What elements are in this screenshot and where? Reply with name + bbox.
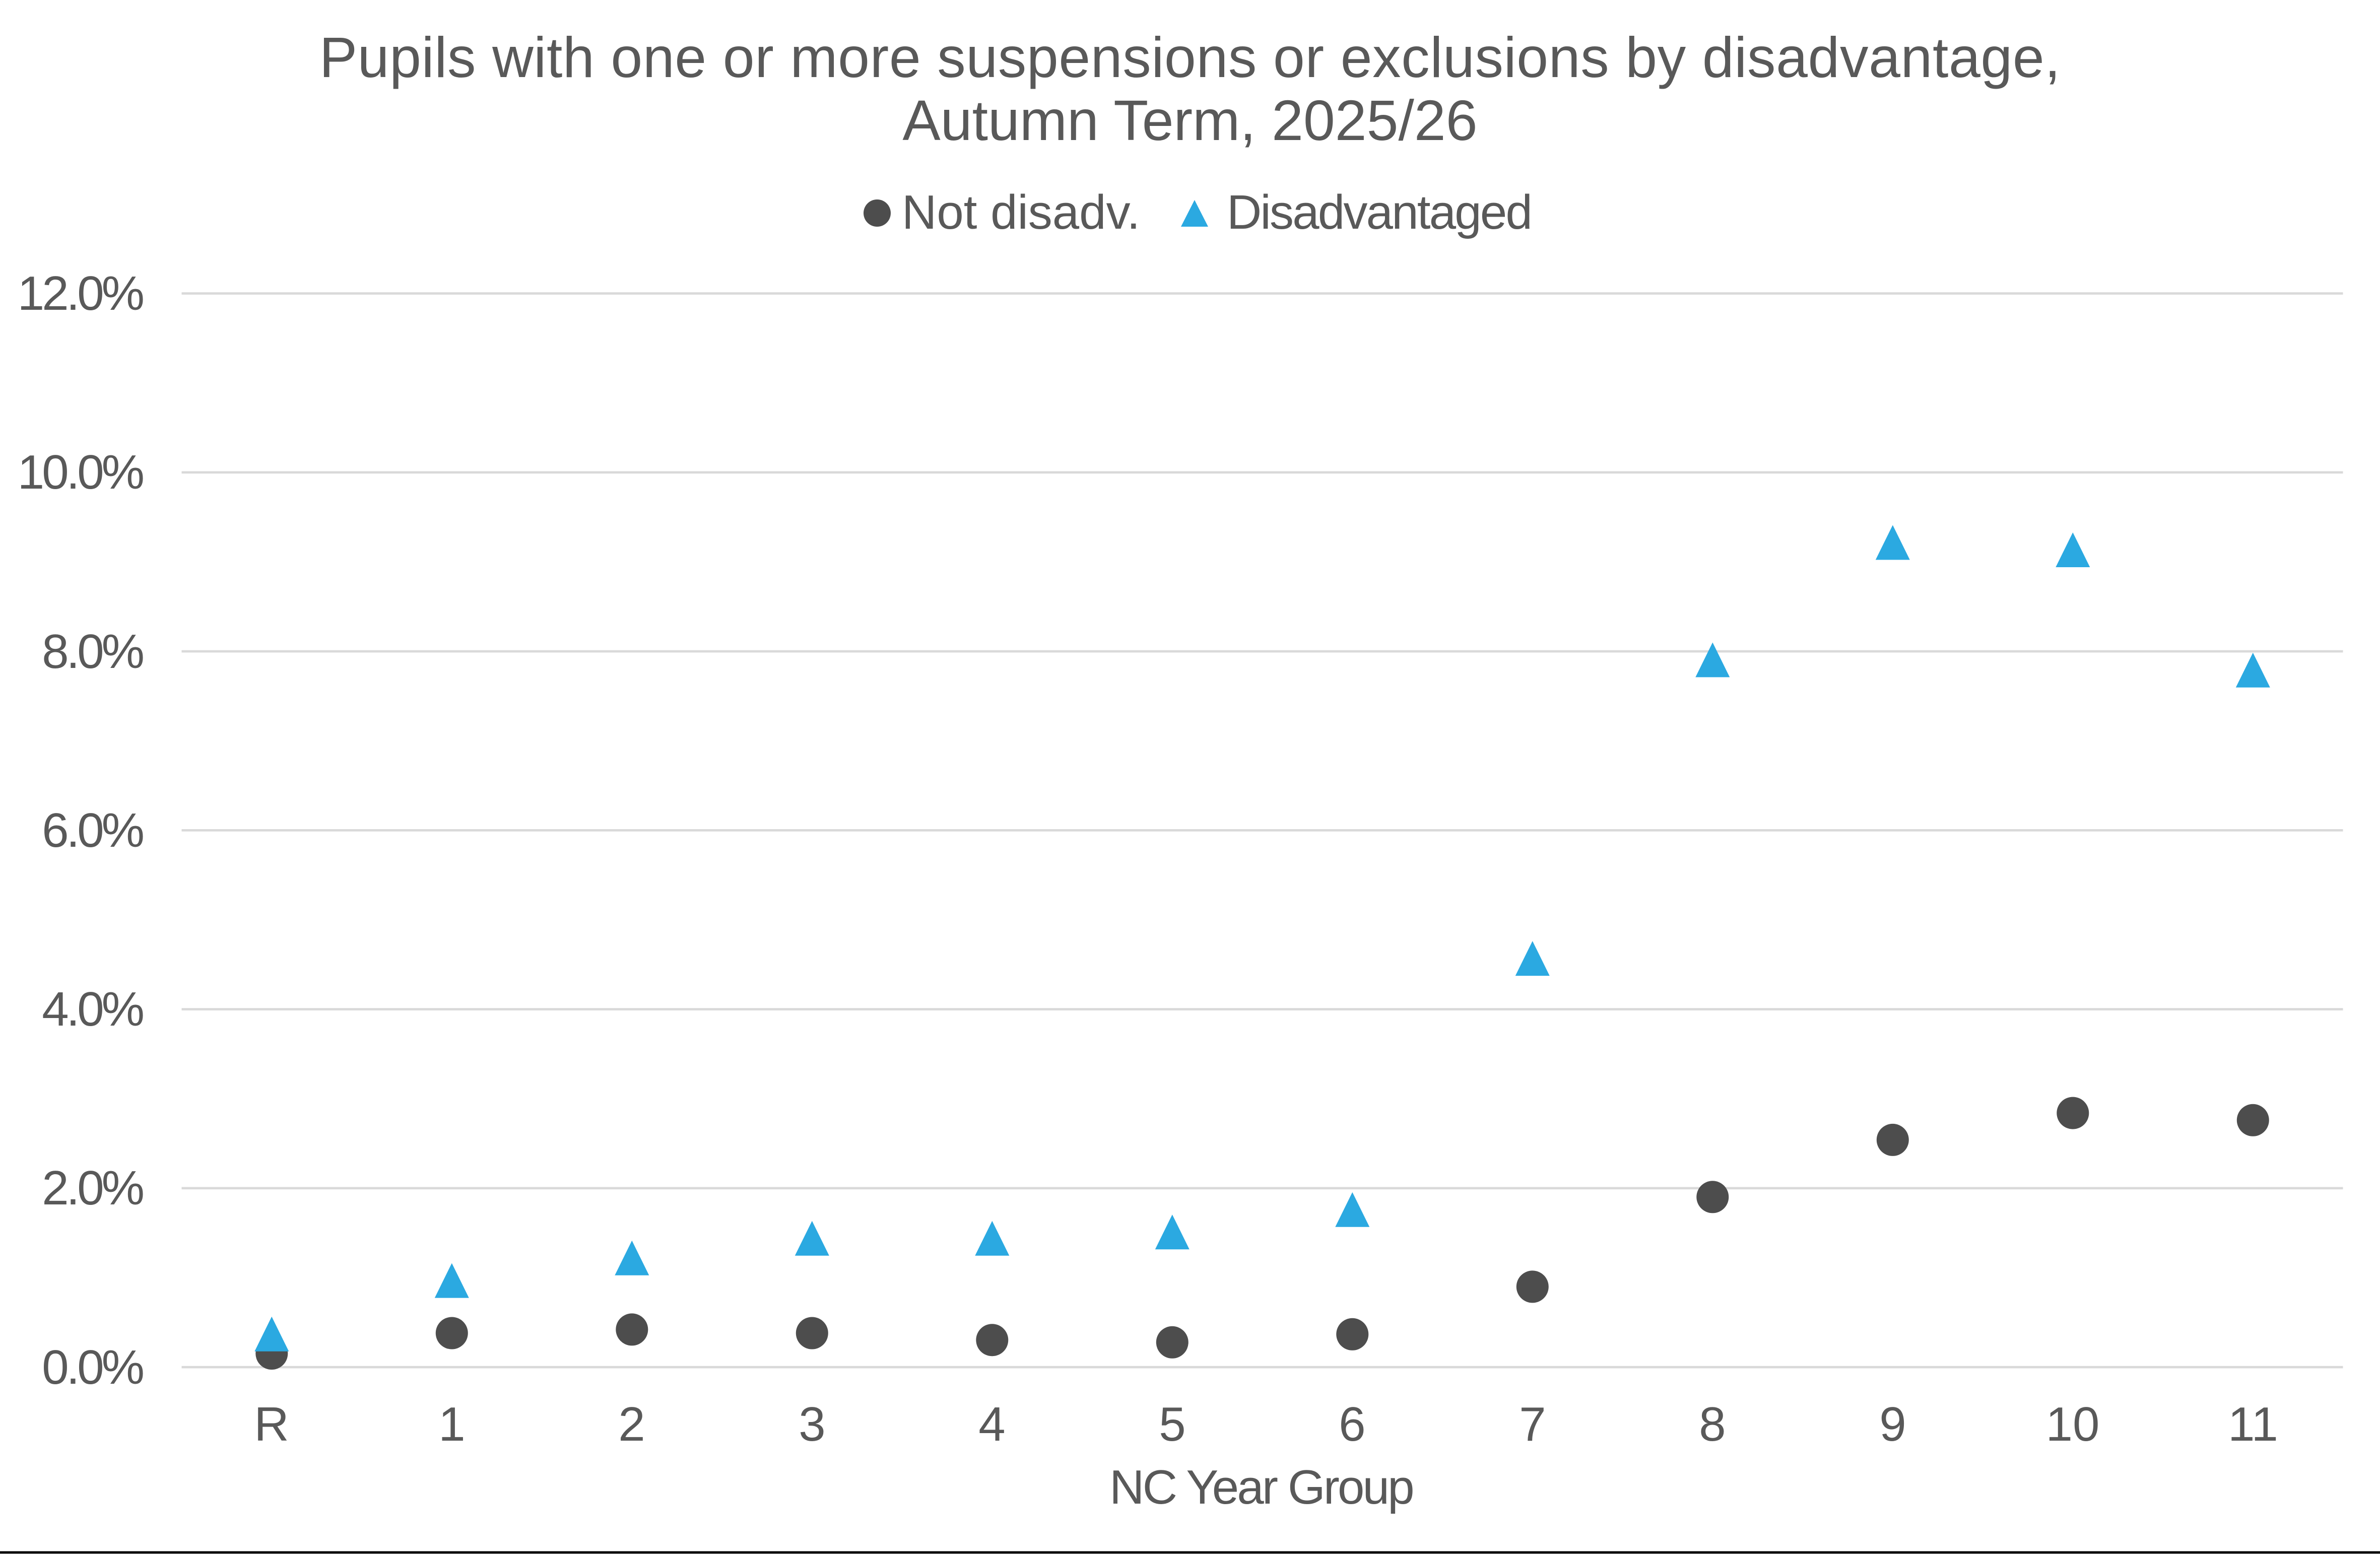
- svg-text:Pupils with one or more suspen: Pupils with one or more suspensions or e…: [319, 26, 2061, 89]
- svg-text:4: 4: [978, 1397, 1005, 1451]
- svg-text:10.0%: 10.0%: [18, 445, 143, 499]
- svg-text:4.0%: 4.0%: [42, 982, 143, 1036]
- svg-text:Autumn Term, 2025/26: Autumn Term, 2025/26: [902, 89, 1477, 152]
- svg-text:8: 8: [1699, 1397, 1726, 1451]
- svg-text:9: 9: [1879, 1397, 1906, 1451]
- svg-text:NC Year Group: NC Year Group: [1109, 1460, 1413, 1514]
- svg-text:Not disadv.: Not disadv.: [902, 185, 1140, 239]
- svg-text:Disadvantaged: Disadvantaged: [1227, 185, 1531, 239]
- svg-text:6: 6: [1339, 1397, 1365, 1451]
- svg-text:2.0%: 2.0%: [42, 1161, 143, 1215]
- svg-text:11: 11: [2228, 1397, 2278, 1451]
- svg-text:5: 5: [1159, 1397, 1185, 1451]
- svg-text:R: R: [254, 1397, 289, 1451]
- svg-text:12.0%: 12.0%: [18, 266, 143, 320]
- svg-text:3: 3: [799, 1397, 825, 1451]
- svg-text:7: 7: [1519, 1397, 1546, 1451]
- svg-text:2: 2: [618, 1397, 645, 1451]
- svg-text:10: 10: [2046, 1397, 2100, 1451]
- svg-text:1: 1: [438, 1397, 465, 1451]
- svg-text:6.0%: 6.0%: [42, 803, 143, 857]
- svg-text:0.0%: 0.0%: [42, 1340, 143, 1394]
- svg-text:8.0%: 8.0%: [42, 625, 143, 679]
